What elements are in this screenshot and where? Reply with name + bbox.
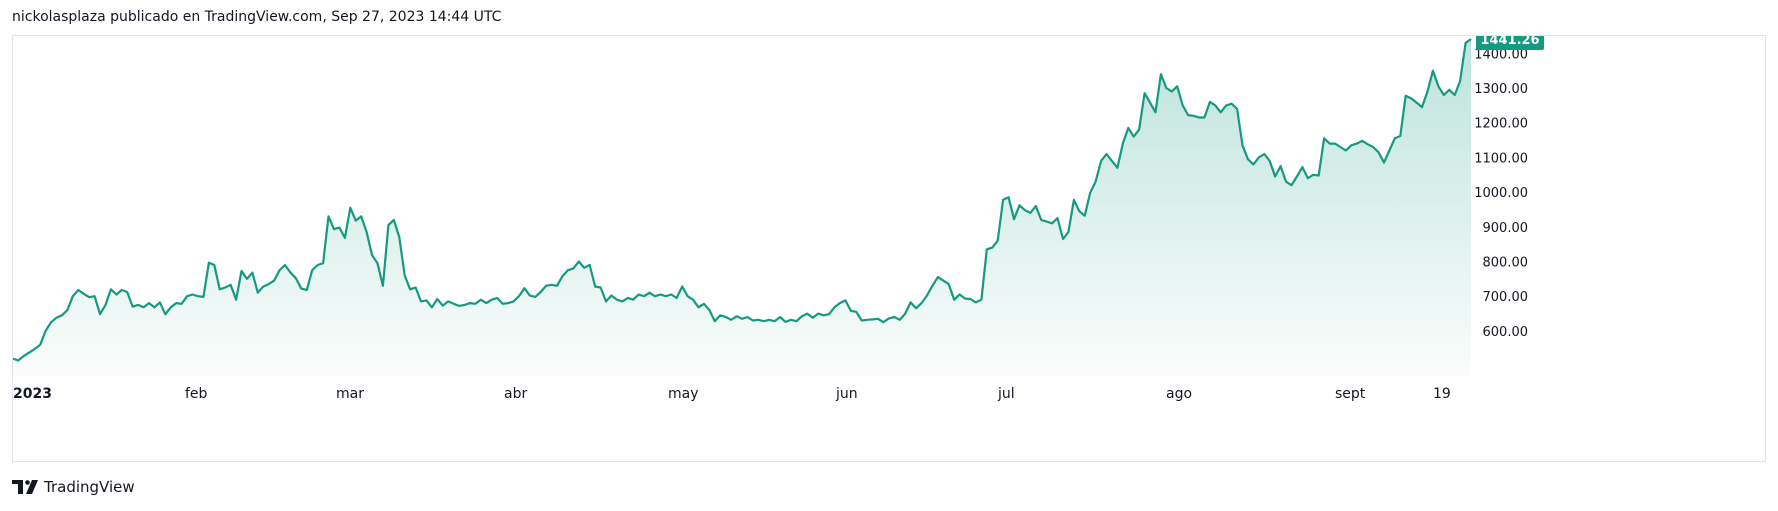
x-axis: 2023 feb mar abr may jun jul ago sept 19 [13,386,1451,402]
x-tick-label: 19 [1433,386,1451,402]
x-tick-label: may [668,386,699,402]
x-tick-label: feb [185,386,208,402]
last-price-value: 1441.26 [1480,36,1539,48]
brand-name: TradingView [44,478,135,496]
chart-frame: 600.00 700.00 800.00 900.00 1000.00 1100.00 12… [12,35,1766,462]
y-tick-label: 800.00 [1483,256,1529,271]
y-tick-label: 600.00 [1483,325,1529,340]
y-tick-label: 1100.00 [1474,151,1528,166]
price-chart[interactable]: 600.00 700.00 800.00 900.00 1000.00 1100.00 12… [13,36,1765,461]
last-price-label: 1441.26 [1476,36,1544,50]
y-axis: 600.00 700.00 800.00 900.00 1000.00 1100.00 12… [1474,47,1528,340]
footer: TradingView [12,478,135,496]
x-tick-label: mar [336,386,364,402]
price-line [13,38,1472,362]
y-tick-label: 1400.00 [1474,47,1528,62]
x-tick-label: sept [1335,386,1366,402]
last-price-badge [1476,36,1544,50]
x-tick-label: 2023 [13,386,52,402]
price-area [13,39,1471,376]
tradingview-logo-icon [12,480,38,494]
x-tick-label: abr [504,386,527,402]
y-tick-label: 700.00 [1483,290,1529,305]
x-tick-label: ago [1166,386,1192,402]
y-tick-label: 1300.00 [1474,82,1528,97]
publication-header: nickolasplaza publicado en TradingView.c… [12,9,502,25]
y-tick-label: 900.00 [1483,221,1529,236]
x-tick-label: jun [835,386,858,402]
y-tick-label: 1200.00 [1474,117,1528,132]
y-tick-label: 1000.00 [1474,186,1528,201]
x-tick-label: jul [997,386,1015,402]
